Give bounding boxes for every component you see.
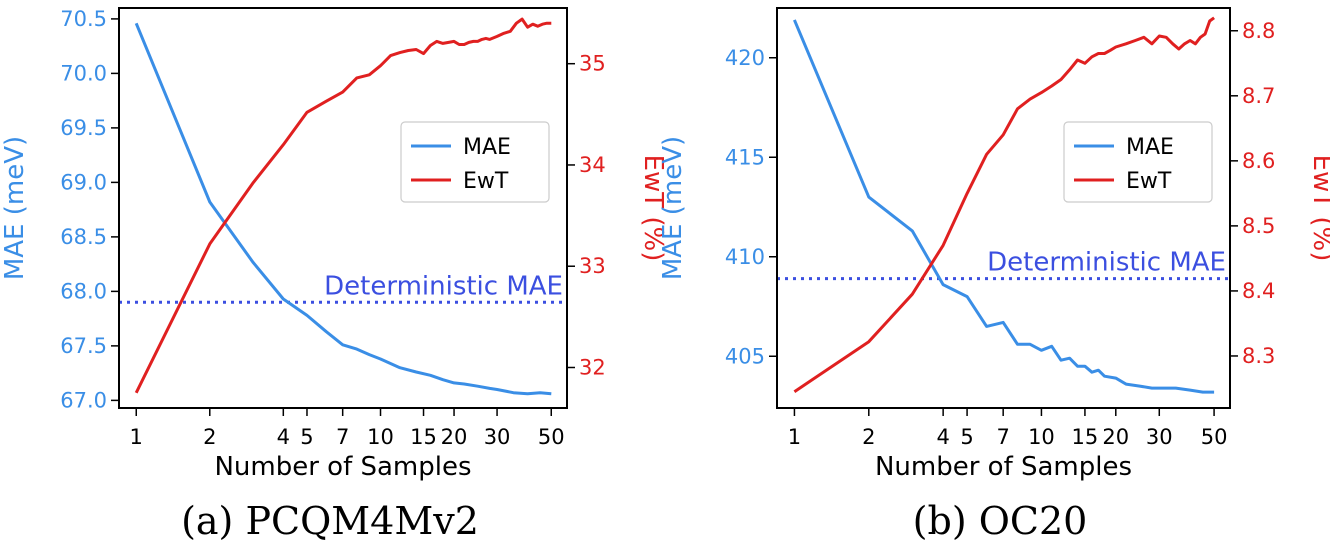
x-tick-label: 1 — [788, 425, 801, 449]
x-tick-label: 2 — [862, 425, 875, 449]
figure-caption: (b) OC20 — [913, 499, 1088, 543]
x-tick-label: 2 — [203, 425, 216, 449]
series-line-ewt — [793, 16, 1215, 393]
chart-pcqm4mv2: Deterministic MAE 1 2 4 5 7 10 15 20 30 50 Number o… — [0, 7, 668, 543]
y2-tick-label: 8.5 — [1242, 214, 1275, 238]
y-tick-label: 69.0 — [60, 170, 107, 194]
y-axis-label: MAE (meV) — [0, 136, 30, 280]
legend: MAE EwT — [400, 121, 550, 203]
series-line-mae — [134, 22, 552, 396]
y2-axis-label: EwT (%) — [638, 155, 668, 262]
baseline-label: Deterministic MAE — [324, 271, 563, 301]
legend-label-ewt: EwT — [463, 169, 509, 194]
y-axis-label: MAE (meV) — [658, 136, 688, 280]
y2-tick-label: 33 — [579, 254, 606, 278]
legend-box — [1063, 121, 1213, 203]
x-axis-label: Number of Samples — [875, 452, 1132, 482]
y-tick-label: 67.5 — [60, 334, 107, 358]
legend-box — [400, 121, 550, 203]
y-tick-label: 70.0 — [60, 61, 107, 85]
legend-label-mae: MAE — [463, 135, 511, 160]
x-tick-label: 15 — [410, 425, 437, 449]
plot-frame — [118, 7, 568, 409]
x-tick-label: 20 — [441, 425, 468, 449]
y-tick-label: 410 — [725, 245, 765, 269]
figure-caption: (a) PCQM4Mv2 — [181, 499, 479, 543]
x-tick-label: 1 — [130, 425, 143, 449]
y-tick-label: 68.5 — [60, 225, 107, 249]
y-tick-label: 69.5 — [60, 116, 107, 140]
y2-axis-label: EwT (%) — [1307, 155, 1330, 262]
y-tick-label: 405 — [725, 344, 765, 368]
y2-tick-label: 8.3 — [1242, 344, 1275, 368]
legend-label-ewt: EwT — [1126, 169, 1172, 194]
x-tick-label: 7 — [336, 425, 349, 449]
series-line-ewt — [134, 17, 552, 394]
baseline-label: Deterministic MAE — [987, 248, 1226, 278]
chart-oc20: Deterministic MAE 1 2 4 5 7 10 15 20 30 50 Number o… — [658, 7, 1330, 543]
x-tick-label: 4 — [936, 425, 949, 449]
x-tick-label: 20 — [1102, 425, 1129, 449]
x-axis-label: Number of Samples — [214, 452, 471, 482]
x-tick-label: 10 — [1028, 425, 1055, 449]
legend: MAE EwT — [1063, 121, 1213, 203]
x-tick-label: 7 — [996, 425, 1009, 449]
y2-tick-label: 35 — [579, 52, 606, 76]
y2-tick-label: 8.8 — [1242, 19, 1275, 43]
x-tick-label: 30 — [484, 425, 511, 449]
y-tick-label: 415 — [725, 145, 765, 169]
y-tick-label: 420 — [725, 46, 765, 70]
legend-label-mae: MAE — [1126, 135, 1174, 160]
y2-tick-label: 32 — [579, 355, 606, 379]
x-tick-label: 5 — [960, 425, 973, 449]
x-tick-label: 10 — [367, 425, 394, 449]
y-tick-label: 67.0 — [60, 388, 107, 412]
y-tick-label: 70.5 — [60, 7, 107, 31]
x-tick-label: 4 — [277, 425, 290, 449]
x-tick-label: 15 — [1072, 425, 1099, 449]
y-tick-label: 68.0 — [60, 279, 107, 303]
y2-tick-label: 34 — [579, 153, 606, 177]
x-tick-label: 30 — [1146, 425, 1173, 449]
plot-frame — [776, 7, 1231, 409]
y2-tick-label: 8.7 — [1242, 84, 1275, 108]
x-tick-label: 50 — [538, 425, 565, 449]
x-tick-label: 50 — [1201, 425, 1228, 449]
series-line-mae — [793, 19, 1215, 394]
y2-tick-label: 8.6 — [1242, 149, 1275, 173]
y2-tick-label: 8.4 — [1242, 279, 1275, 303]
x-tick-label: 5 — [300, 425, 313, 449]
